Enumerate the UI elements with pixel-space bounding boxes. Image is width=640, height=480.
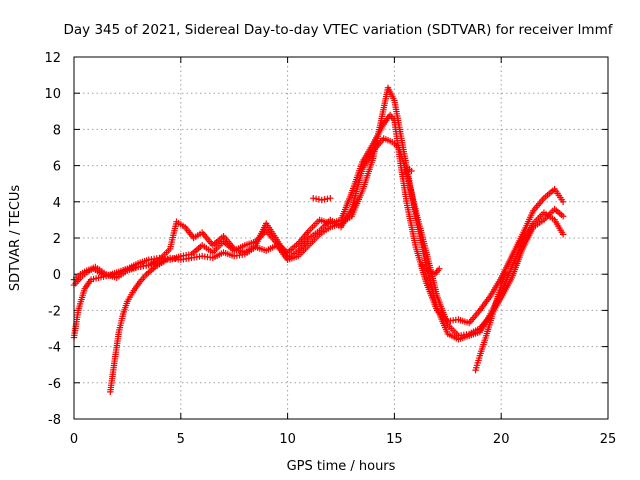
- series-segment-e: [472, 269, 509, 374]
- x-axis-tick-labels: 0 5 10 15 20 25: [70, 432, 616, 447]
- y-tick-label: 8: [53, 123, 61, 138]
- y-tick-label: 12: [44, 51, 61, 66]
- data-point: [312, 195, 320, 202]
- y-tick-label: -2: [48, 304, 61, 319]
- y-tick-label: 6: [53, 160, 61, 175]
- data-point: [310, 194, 317, 202]
- x-tick-label: 15: [386, 432, 403, 447]
- data-point: [318, 196, 325, 204]
- series-track-c: [70, 84, 567, 343]
- y-tick-label: 10: [44, 87, 61, 102]
- y-axis-label: SDTVAR / TECUs: [8, 185, 23, 292]
- data-point: [315, 196, 323, 203]
- y-axis-tick-labels: -8 -6 -4 -2 0 2 4 6 8 10 12: [44, 51, 61, 428]
- chart-title: Day 345 of 2021, Sidereal Day-to-day VTE…: [64, 22, 614, 38]
- series-segment-a: [107, 258, 167, 396]
- y-tick-label: -8: [48, 413, 61, 428]
- data-point: [324, 195, 331, 202]
- x-axis-label: GPS time / hours: [287, 459, 396, 474]
- series-segment-b: [310, 194, 334, 204]
- y-tick-label: 4: [53, 196, 61, 211]
- data-point: [160, 258, 167, 265]
- x-tick-label: 10: [279, 432, 296, 447]
- data-point: [408, 167, 415, 175]
- data-point: [327, 194, 334, 202]
- data-point: [436, 265, 443, 272]
- x-tick-label: 25: [600, 432, 617, 447]
- data-point: [559, 198, 567, 205]
- data-point: [559, 213, 567, 220]
- series-segment-d: [418, 261, 443, 278]
- series-segment-c: [399, 164, 415, 178]
- x-tick-label: 5: [177, 432, 185, 447]
- y-tick-label: -6: [48, 377, 61, 392]
- y-tick-label: -4: [48, 341, 61, 356]
- data-points: [70, 84, 567, 396]
- x-tick-label: 0: [70, 432, 78, 447]
- y-tick-label: 2: [53, 232, 61, 247]
- plot-frame: [73, 56, 609, 420]
- x-tick-label: 20: [493, 432, 510, 447]
- grid-lines: [74, 57, 608, 419]
- y-tick-label: 0: [53, 268, 61, 283]
- data-point: [559, 231, 567, 238]
- data-point: [502, 269, 509, 276]
- data-point: [321, 196, 328, 203]
